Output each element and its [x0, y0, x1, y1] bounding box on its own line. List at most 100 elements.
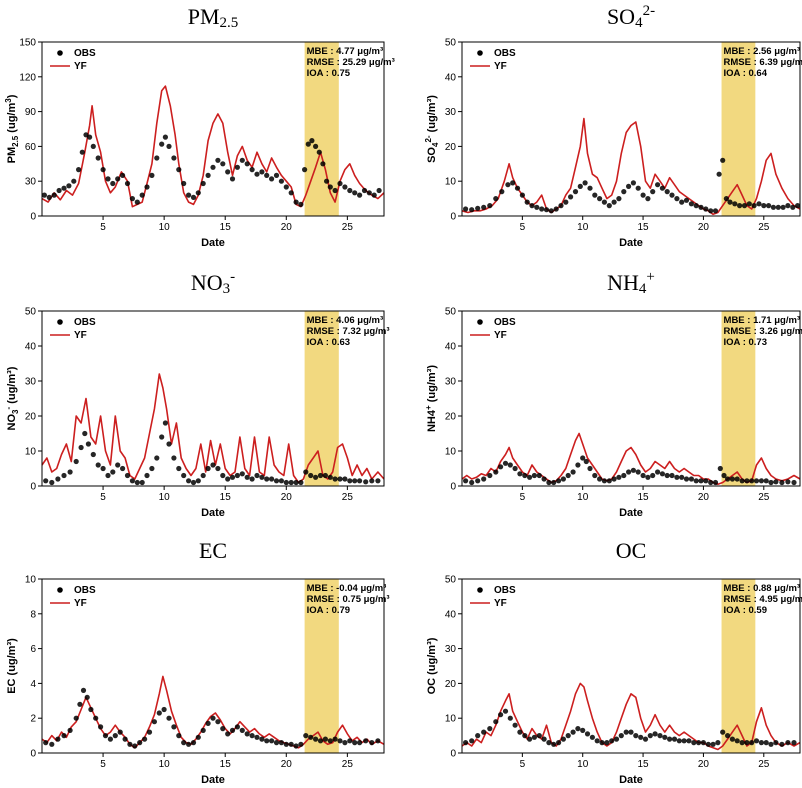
obs-point — [293, 199, 299, 205]
obs-point — [225, 731, 231, 737]
chart-panel-6: OC 0 10 20 30 40 50 5 10 15 20 25 Date OC (ug/m³) OBS Y… — [426, 538, 802, 786]
obs-point — [361, 187, 368, 194]
obs-point — [357, 740, 363, 746]
obs-point — [371, 192, 377, 198]
x-axis-label: Date — [201, 507, 225, 519]
obs-point — [41, 192, 48, 198]
obs-point — [659, 471, 666, 477]
obs-point — [137, 740, 143, 746]
x-tick-label: 20 — [698, 222, 710, 233]
obs-point — [313, 474, 319, 480]
obs-point — [176, 465, 182, 472]
obs-point — [288, 741, 294, 747]
highlight-band — [304, 311, 339, 486]
obs-point — [785, 203, 791, 209]
stats-line: RMSE : 6.39 μg/m³ — [724, 57, 802, 68]
obs-point — [487, 203, 493, 209]
y-tick-label: 40 — [445, 609, 457, 620]
obs-point — [481, 204, 487, 210]
plot-frame — [41, 41, 385, 217]
obs-point — [527, 474, 533, 480]
obs-point — [527, 736, 533, 742]
obs-point — [616, 474, 622, 480]
obs-point — [166, 715, 172, 721]
obs-point — [546, 479, 552, 486]
obs-point — [691, 740, 697, 746]
obs-point — [73, 458, 79, 465]
obs-point — [487, 726, 493, 732]
y-tick-label: 50 — [445, 575, 457, 586]
obs-point — [502, 708, 509, 714]
obs-point — [61, 185, 67, 191]
obs-point — [278, 478, 284, 484]
y-tick-label: 0 — [450, 749, 456, 760]
x-tick-label: 15 — [638, 492, 650, 503]
obs-point — [171, 724, 177, 730]
obs-point — [613, 736, 620, 742]
chart-panel-4: NH4+ 0 10 20 30 40 50 5 10 15 20 25 Date NH4+ (ug/m³)… — [424, 269, 802, 519]
obs-point — [558, 203, 564, 209]
obs-point — [671, 736, 678, 742]
obs-point — [770, 204, 777, 210]
obs-point — [703, 478, 709, 484]
obs-point — [575, 462, 581, 468]
plot-frame — [461, 578, 801, 754]
obs-point — [640, 472, 646, 479]
obs-point — [87, 134, 93, 140]
legend-obs-label: OBS — [494, 317, 516, 328]
obs-point — [773, 740, 779, 746]
obs-point — [220, 726, 226, 732]
y-tick-label: 20 — [25, 412, 37, 423]
legend-obs-marker — [57, 50, 63, 56]
obs-point — [61, 733, 67, 739]
obs-point — [186, 192, 192, 198]
obs-point — [215, 157, 221, 163]
obs-point — [723, 196, 730, 202]
obs-point — [303, 469, 309, 475]
y-tick-label: 10 — [445, 714, 457, 725]
obs-point — [195, 478, 201, 484]
legend-obs-label: OBS — [494, 585, 516, 596]
obs-point — [768, 741, 774, 747]
chart-panel-1: PM2.5 0 30 60 90 120 150 5 10 15 20 25 Date PM2.5 (ug… — [4, 4, 395, 249]
obs-point — [664, 472, 670, 479]
obs-point — [575, 726, 581, 732]
obs-point — [601, 478, 608, 484]
legend-obs-label: OBS — [74, 317, 96, 328]
obs-point — [229, 176, 236, 182]
stats-line: IOA : 0.73 — [724, 337, 767, 348]
y-tick-label: 10 — [25, 447, 37, 458]
obs-point — [332, 736, 338, 742]
obs-point — [708, 479, 714, 486]
obs-point — [647, 733, 653, 739]
obs-point — [375, 738, 381, 744]
obs-point — [744, 478, 750, 484]
obs-point — [541, 736, 547, 742]
obs-point — [305, 141, 311, 147]
y-tick-label: 8 — [30, 609, 36, 620]
obs-point — [512, 465, 518, 472]
obs-point — [739, 740, 745, 746]
obs-point — [144, 184, 150, 190]
obs-point — [283, 479, 289, 486]
obs-point — [779, 479, 785, 486]
obs-point — [775, 204, 781, 210]
x-tick-label: 25 — [342, 222, 354, 233]
obs-point — [749, 478, 755, 484]
obs-point — [146, 729, 153, 735]
obs-point — [190, 740, 197, 746]
obs-point — [517, 471, 523, 477]
obs-point — [149, 172, 155, 178]
stats-line: MBE : 4.77 μg/m³ — [307, 46, 384, 57]
obs-point — [791, 740, 797, 746]
obs-point — [117, 729, 123, 735]
y-tick-label: 50 — [445, 38, 457, 49]
obs-point — [543, 207, 550, 213]
obs-point — [90, 451, 96, 458]
obs-point — [49, 741, 55, 747]
chart-panel-2: SO42- 0 10 20 30 40 50 5 10 15 20 25 Date SO42- (ug/m… — [424, 3, 802, 249]
obs-point — [751, 203, 757, 209]
obs-point — [582, 180, 588, 186]
obs-point — [159, 434, 165, 440]
obs-point — [342, 476, 348, 482]
